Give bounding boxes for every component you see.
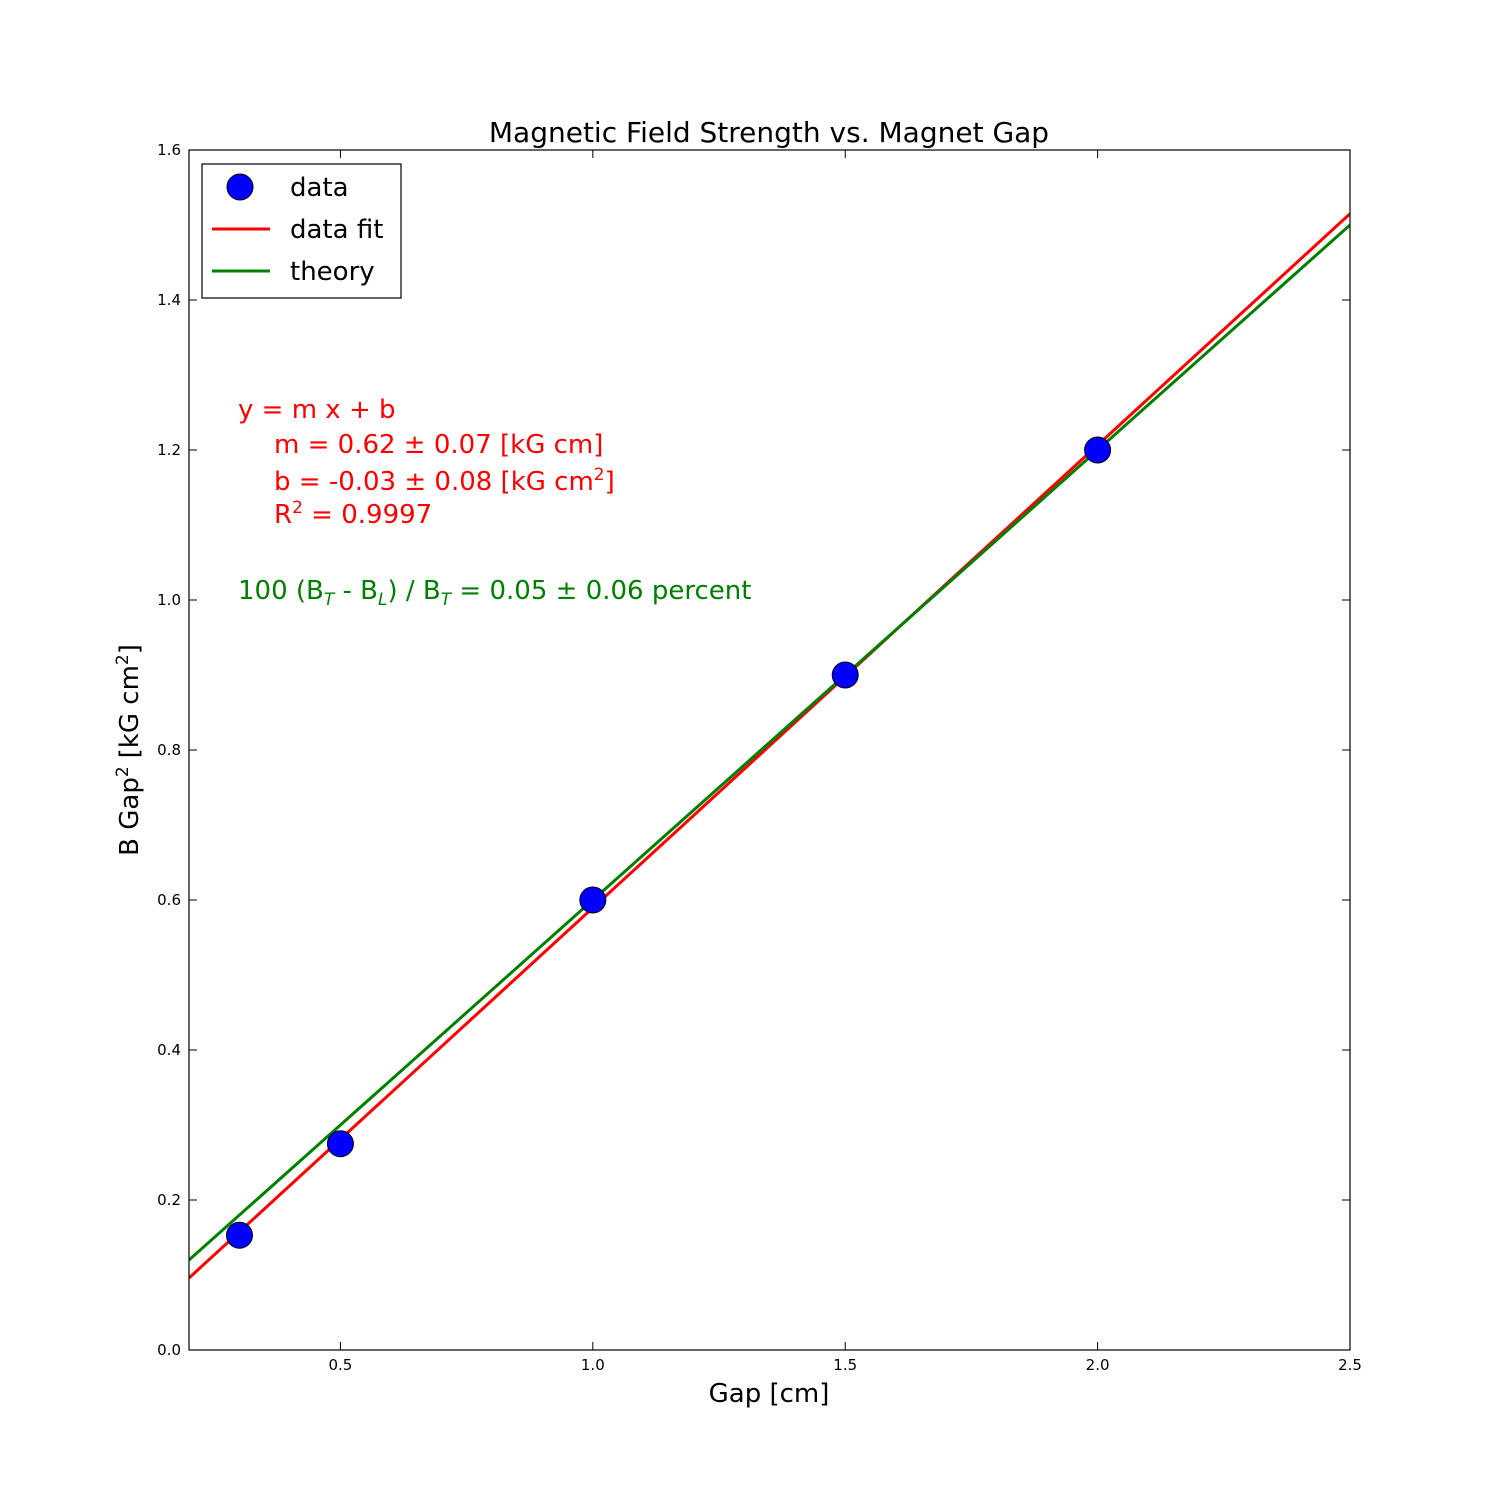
series-line-theory xyxy=(189,223,1350,1262)
legend-label-theory: theory xyxy=(290,257,375,287)
x-tick-label: 2.5 xyxy=(1338,1356,1362,1374)
x-tick-label: 0.5 xyxy=(329,1356,353,1374)
fit-r-text: R xyxy=(274,500,292,530)
comp-part-1: 100 (B xyxy=(238,576,324,606)
legend-marker-data xyxy=(226,173,254,201)
fit-intercept-text: b = -0.03 ± 0.08 [kG cm xyxy=(274,467,594,497)
fit-r-squared: R2 = 0.9997 xyxy=(274,498,432,530)
y-axis-ticks: 0.0 0.2 0.4 0.6 0.8 1.0 1.2 1.4 1.6 xyxy=(157,141,1350,1359)
series-line-data-fit xyxy=(189,212,1350,1280)
x-axis-ticks: 0.5 1.0 1.5 2.0 2.5 xyxy=(329,150,1362,1374)
data-point xyxy=(579,886,607,914)
fit-r-sup: 2 xyxy=(292,498,303,518)
legend-label-data: data xyxy=(290,173,349,203)
y-axis-label-unit-sup: 2 xyxy=(113,654,133,665)
theory-comparison: 100 (BT - BL) / BT = 0.05 ± 0.06 percent xyxy=(238,576,751,610)
y-tick-label: 0.2 xyxy=(157,1191,181,1209)
plot-frame xyxy=(188,149,1351,1351)
y-tick-label: 1.2 xyxy=(157,441,181,459)
fit-intercept-close: ] xyxy=(605,467,615,497)
fit-equation: y = m x + b xyxy=(238,395,396,425)
y-axis-label-close: ] xyxy=(115,644,145,654)
y-tick-label: 1.0 xyxy=(157,591,181,609)
y-axis-label-unit: [kG cm xyxy=(115,665,145,758)
fit-slope: m = 0.62 ± 0.07 [kG cm] xyxy=(274,430,603,460)
y-tick-label: 1.4 xyxy=(157,291,181,309)
y-tick-label: 0.8 xyxy=(157,741,181,759)
data-point xyxy=(326,1130,354,1158)
y-tick-label: 0.4 xyxy=(157,1041,181,1059)
fit-intercept: b = -0.03 ± 0.08 [kG cm2] xyxy=(274,465,615,497)
data-point xyxy=(1084,436,1112,464)
comp-part-4: = 0.05 ± 0.06 percent xyxy=(451,576,751,606)
y-tick-label: 0.0 xyxy=(157,1341,181,1359)
y-axis-label-main: B Gap xyxy=(115,777,145,856)
y-tick-label: 1.6 xyxy=(157,141,181,159)
x-tick-label: 2.0 xyxy=(1086,1356,1110,1374)
legend-label-data-fit: data fit xyxy=(290,215,383,245)
data-point xyxy=(225,1221,253,1249)
comp-part-3: ) / B xyxy=(388,576,441,606)
y-axis-label-sup: 2 xyxy=(113,766,133,777)
legend: data data fit theory xyxy=(201,163,402,299)
comp-part-2: - B xyxy=(334,576,378,606)
comp-sub-l: L xyxy=(378,590,387,610)
fit-r-value: = 0.9997 xyxy=(303,500,432,530)
fit-annotation: y = m x + b m = 0.62 ± 0.07 [kG cm] b = … xyxy=(238,395,615,530)
y-axis-label: B Gap2[kG cm2] xyxy=(113,644,145,856)
x-tick-label: 1.0 xyxy=(581,1356,605,1374)
data-point xyxy=(831,661,859,689)
comp-sub-t1: T xyxy=(324,590,336,610)
plot-area xyxy=(188,149,1351,1351)
x-axis-label: Gap [cm] xyxy=(709,1379,830,1409)
fit-intercept-sup: 2 xyxy=(594,465,605,485)
y-tick-label: 0.6 xyxy=(157,891,181,909)
chart-title: Magnetic Field Strength vs. Magnet Gap xyxy=(489,116,1049,149)
x-tick-label: 1.5 xyxy=(833,1356,857,1374)
comp-sub-t2: T xyxy=(441,590,453,610)
